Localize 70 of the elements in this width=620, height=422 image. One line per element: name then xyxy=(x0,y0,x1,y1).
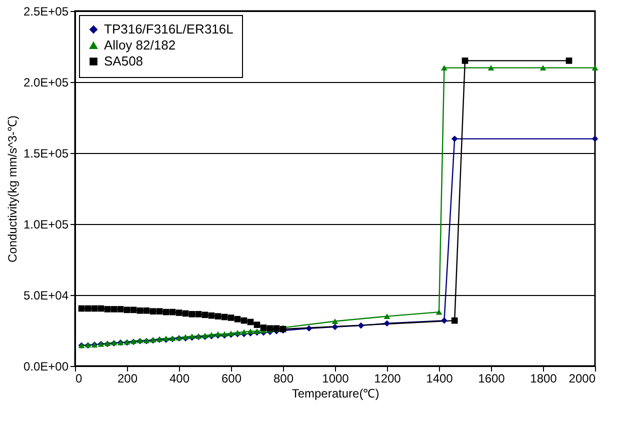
point xyxy=(247,318,254,326)
point xyxy=(162,308,170,316)
point xyxy=(436,309,442,315)
y-axis-title: Conductivity(kg mm/s^3-℃) xyxy=(5,116,20,262)
point xyxy=(358,322,364,329)
y-tick-label: 2.5E+05 xyxy=(23,4,69,18)
point xyxy=(540,65,546,71)
point xyxy=(592,136,598,142)
legend-label: TP316/F316L/ER316L xyxy=(104,22,234,36)
point xyxy=(234,316,241,322)
point xyxy=(104,306,111,312)
point xyxy=(150,308,156,314)
point xyxy=(221,314,228,320)
x-tick-label: 1600 xyxy=(478,372,506,386)
point xyxy=(195,311,202,318)
point xyxy=(441,65,448,71)
x-tick-label: 1200 xyxy=(374,372,402,386)
point xyxy=(188,311,196,318)
x-tick-label: 800 xyxy=(273,372,294,386)
legend-label: Alloy 82/182 xyxy=(104,38,176,52)
point xyxy=(124,306,130,314)
y-tick-label: 5.0E+04 xyxy=(23,288,69,302)
legend-label: SA508 xyxy=(104,54,144,68)
point xyxy=(332,324,338,330)
point xyxy=(214,313,222,320)
point xyxy=(332,318,338,324)
x-tick-label: 1000 xyxy=(322,372,350,386)
x-tick-label: 400 xyxy=(169,372,190,386)
point xyxy=(384,314,390,320)
y-tick-label: 0.0E+00 xyxy=(23,360,69,374)
x-tick-label: 0 xyxy=(76,372,82,386)
point xyxy=(84,305,92,312)
point xyxy=(441,317,448,324)
point xyxy=(247,328,254,334)
point xyxy=(566,58,572,64)
point xyxy=(240,317,248,324)
point xyxy=(260,324,267,331)
point xyxy=(130,306,137,314)
point xyxy=(143,307,150,314)
point xyxy=(228,314,234,321)
point xyxy=(156,308,163,314)
point xyxy=(306,325,312,332)
point xyxy=(98,305,104,312)
point xyxy=(202,312,208,318)
x-tick-label: 600 xyxy=(221,372,242,386)
x-tick-label: 200 xyxy=(117,372,138,386)
point xyxy=(451,136,458,142)
point xyxy=(462,58,468,64)
y-tick-label: 1.0E+05 xyxy=(23,218,69,232)
point xyxy=(136,307,144,314)
point xyxy=(78,305,85,312)
point xyxy=(91,305,98,312)
point xyxy=(384,320,390,327)
x-axis-title: Temperature(℃) xyxy=(292,386,380,400)
point xyxy=(117,306,124,312)
point xyxy=(488,65,494,71)
point xyxy=(208,312,215,319)
point xyxy=(110,306,118,312)
x-tick-label: 1800 xyxy=(530,372,558,386)
point xyxy=(176,310,182,316)
y-tick-label: 1.5E+05 xyxy=(23,146,69,160)
point xyxy=(182,310,189,317)
point xyxy=(592,65,598,71)
y-tick-label: 2.0E+05 xyxy=(23,76,69,90)
point xyxy=(240,329,248,335)
x-tick-label: 2000 xyxy=(568,372,596,386)
x-tick-label: 1400 xyxy=(426,372,454,386)
point xyxy=(451,317,458,324)
point xyxy=(169,308,176,316)
point xyxy=(254,322,260,328)
